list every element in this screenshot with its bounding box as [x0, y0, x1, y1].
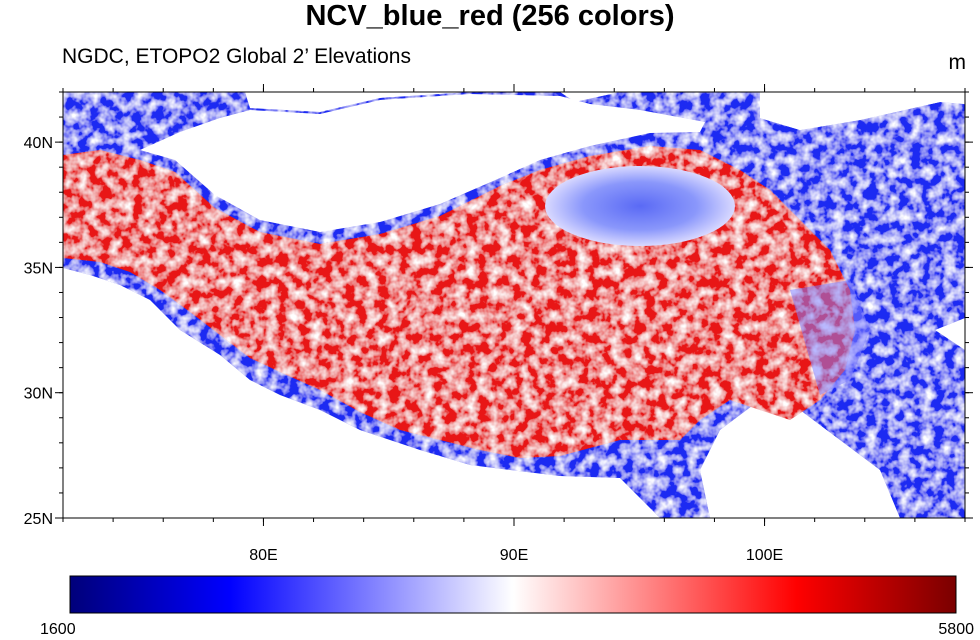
map-subtitle: NGDC, ETOPO2 Global 2’ Elevations	[62, 45, 411, 68]
latitude-axis: 40N 35N 30N 25N	[24, 91, 973, 528]
lat-tick-label: 25N	[24, 511, 53, 528]
colorbar-max-label: 5800	[938, 621, 974, 638]
elevation-field	[63, 92, 965, 518]
lon-tick-label: 90E	[500, 547, 528, 564]
units-label: m	[948, 51, 967, 74]
lon-tick-label: 100E	[746, 547, 783, 564]
colorbar	[69, 575, 957, 614]
lat-tick-label: 30N	[24, 386, 53, 403]
map-title: NCV_blue_red (256 colors)	[305, 0, 675, 32]
qaidam-basin	[545, 166, 735, 246]
longitude-axis: 80E 90E 100E	[62, 84, 966, 564]
lat-tick-label: 35N	[24, 260, 53, 277]
colorbar-min-label: 1600	[40, 621, 76, 638]
lon-tick-label: 80E	[249, 547, 277, 564]
se-lowland	[790, 280, 870, 395]
tarim-basin	[140, 94, 705, 232]
ne-region	[760, 92, 965, 130]
lat-tick-label: 40N	[24, 135, 53, 152]
